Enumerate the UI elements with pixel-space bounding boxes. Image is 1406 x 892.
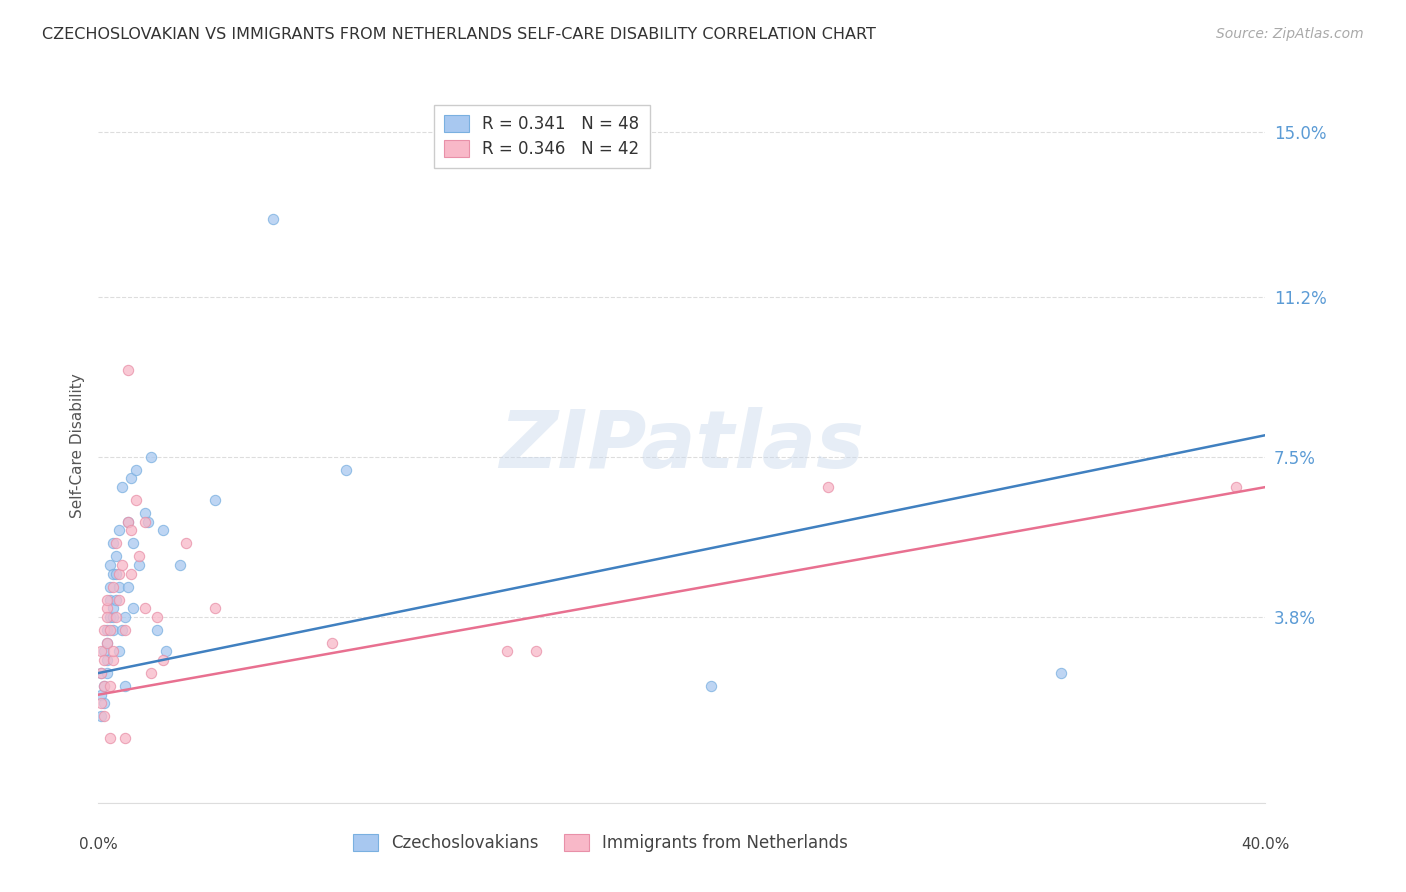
Point xyxy=(120,566,142,581)
Point xyxy=(152,524,174,538)
Point xyxy=(111,480,134,494)
Point xyxy=(93,696,115,710)
Point xyxy=(817,480,839,494)
Point xyxy=(152,653,174,667)
Point xyxy=(1050,666,1073,681)
Point xyxy=(700,679,723,693)
Point xyxy=(524,644,547,658)
Text: 0.0%: 0.0% xyxy=(79,838,118,853)
Point xyxy=(122,601,145,615)
Point xyxy=(98,592,121,607)
Point xyxy=(117,515,139,529)
Point xyxy=(96,636,118,650)
Point xyxy=(155,644,177,658)
Point xyxy=(108,524,131,538)
Point xyxy=(98,679,121,693)
Point xyxy=(96,653,118,667)
Point xyxy=(98,623,121,637)
Point xyxy=(114,610,136,624)
Point xyxy=(104,536,127,550)
Point xyxy=(96,636,118,650)
Point xyxy=(90,666,112,681)
Point xyxy=(96,623,118,637)
Point xyxy=(136,515,159,529)
Point xyxy=(101,601,124,615)
Point xyxy=(262,211,284,226)
Point xyxy=(101,580,124,594)
Point xyxy=(146,610,169,624)
Point xyxy=(174,536,197,550)
Point xyxy=(139,450,162,464)
Point xyxy=(117,515,139,529)
Point xyxy=(204,493,226,508)
Point xyxy=(122,536,145,550)
Point xyxy=(93,653,115,667)
Point xyxy=(108,644,131,658)
Point xyxy=(108,580,131,594)
Point xyxy=(114,623,136,637)
Point xyxy=(111,623,134,637)
Point xyxy=(104,610,127,624)
Point xyxy=(204,601,226,615)
Point xyxy=(98,558,121,572)
Point xyxy=(101,536,124,550)
Point xyxy=(96,601,118,615)
Point xyxy=(134,601,156,615)
Point xyxy=(134,515,156,529)
Y-axis label: Self-Care Disability: Self-Care Disability xyxy=(69,374,84,518)
Legend: Czechoslovakians, Immigrants from Netherlands: Czechoslovakians, Immigrants from Nether… xyxy=(346,827,855,859)
Point xyxy=(98,580,121,594)
Point xyxy=(117,363,139,377)
Point xyxy=(101,644,124,658)
Text: CZECHOSLOVAKIAN VS IMMIGRANTS FROM NETHERLANDS SELF-CARE DISABILITY CORRELATION : CZECHOSLOVAKIAN VS IMMIGRANTS FROM NETHE… xyxy=(42,27,876,42)
Point xyxy=(96,666,118,681)
Point xyxy=(90,709,112,723)
Point xyxy=(108,592,131,607)
Point xyxy=(134,506,156,520)
Point xyxy=(96,592,118,607)
Point xyxy=(146,623,169,637)
Point xyxy=(93,679,115,693)
Point xyxy=(114,679,136,693)
Point xyxy=(1225,480,1247,494)
Point xyxy=(128,558,150,572)
Point xyxy=(495,644,517,658)
Point xyxy=(90,644,112,658)
Point xyxy=(108,566,131,581)
Point xyxy=(114,731,136,745)
Point xyxy=(101,566,124,581)
Point xyxy=(169,558,191,572)
Point xyxy=(98,731,121,745)
Point xyxy=(98,610,121,624)
Point xyxy=(120,471,142,485)
Point xyxy=(93,644,115,658)
Point xyxy=(128,549,150,564)
Point xyxy=(120,524,142,538)
Point xyxy=(93,623,115,637)
Point xyxy=(111,558,134,572)
Point xyxy=(125,463,148,477)
Point xyxy=(117,580,139,594)
Point xyxy=(104,549,127,564)
Point xyxy=(96,610,118,624)
Point xyxy=(90,688,112,702)
Text: Source: ZipAtlas.com: Source: ZipAtlas.com xyxy=(1216,27,1364,41)
Point xyxy=(101,653,124,667)
Text: 40.0%: 40.0% xyxy=(1241,838,1289,853)
Point xyxy=(125,493,148,508)
Point xyxy=(139,666,162,681)
Point xyxy=(104,566,127,581)
Point xyxy=(93,709,115,723)
Point xyxy=(93,679,115,693)
Point xyxy=(101,623,124,637)
Point xyxy=(90,666,112,681)
Point xyxy=(90,696,112,710)
Point xyxy=(321,636,343,650)
Text: ZIPatlas: ZIPatlas xyxy=(499,407,865,485)
Point xyxy=(101,610,124,624)
Point xyxy=(335,463,357,477)
Point xyxy=(104,592,127,607)
